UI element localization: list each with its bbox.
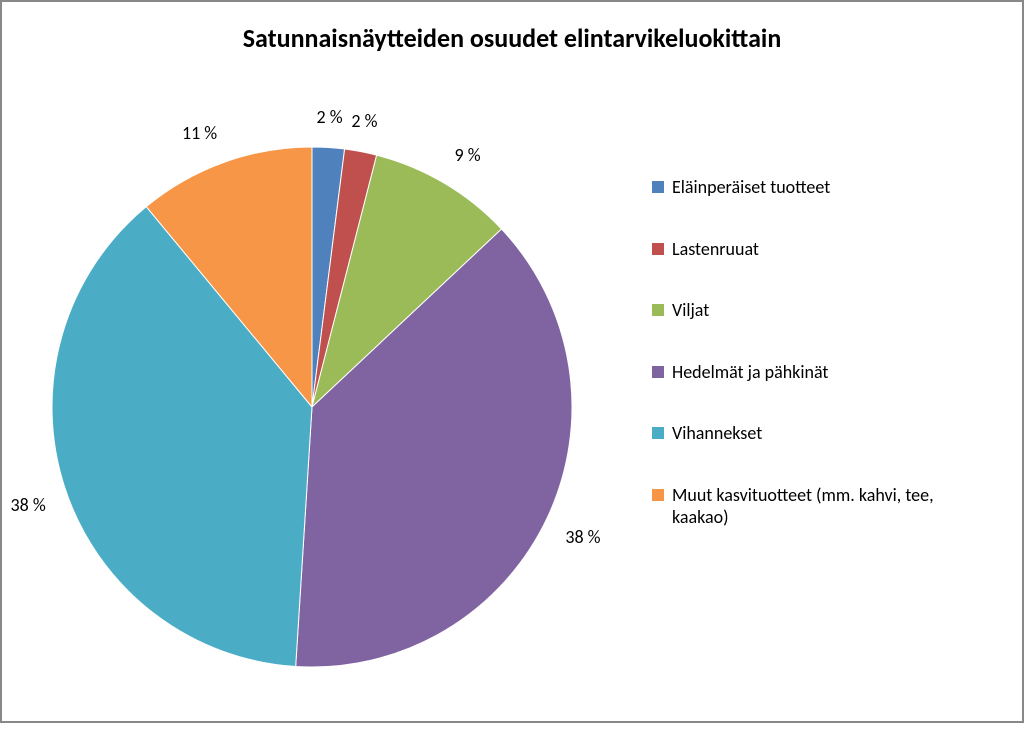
- legend-swatch: [652, 489, 664, 501]
- pie-slice-label: 11 %: [182, 122, 217, 144]
- legend-item: Viljat: [652, 300, 982, 322]
- legend-label: Viljat: [672, 300, 709, 322]
- chart-title: Satunnaisnäytteiden osuudet elintarvikel…: [2, 22, 1022, 54]
- legend-swatch: [652, 427, 664, 439]
- legend-label: Lastenruuat: [672, 239, 759, 261]
- legend-label: Muut kasvituotteet (mm. kahvi, tee, kaak…: [672, 485, 982, 528]
- pie-slice-label: 38 %: [11, 494, 46, 516]
- legend-item: Vihannekset: [652, 423, 982, 445]
- legend-swatch: [652, 181, 664, 193]
- legend-swatch: [652, 366, 664, 378]
- legend-label: Vihannekset: [672, 423, 762, 445]
- pie-slice-label: 2 %: [351, 110, 377, 132]
- legend-label: Hedelmät ja pähkinät: [672, 362, 828, 384]
- pie-slice-label: 2 %: [317, 106, 343, 128]
- legend-swatch: [652, 243, 664, 255]
- legend-item: Hedelmät ja pähkinät: [652, 362, 982, 384]
- pie-slice-label: 9 %: [455, 144, 481, 166]
- legend: Eläinperäiset tuotteet Lastenruuat Viljat H…: [652, 177, 982, 568]
- pie-slice-label: 38 %: [565, 526, 600, 548]
- pie-chart: [0, 67, 652, 747]
- legend-swatch: [652, 304, 664, 316]
- legend-item: Lastenruuat: [652, 239, 982, 261]
- legend-item: Eläinperäiset tuotteet: [652, 177, 982, 199]
- chart-frame: Satunnaisnäytteiden osuudet elintarvikel…: [0, 0, 1024, 723]
- legend-label: Eläinperäiset tuotteet: [672, 177, 830, 199]
- legend-item: Muut kasvituotteet (mm. kahvi, tee, kaak…: [652, 485, 982, 528]
